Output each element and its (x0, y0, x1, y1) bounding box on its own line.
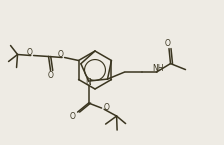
Text: O: O (58, 50, 64, 59)
Text: O: O (165, 39, 171, 48)
Text: O: O (70, 112, 75, 121)
Text: N: N (86, 78, 91, 87)
Text: O: O (48, 71, 54, 80)
Text: O: O (27, 48, 33, 57)
Text: NH: NH (152, 64, 163, 73)
Text: O: O (103, 103, 109, 112)
